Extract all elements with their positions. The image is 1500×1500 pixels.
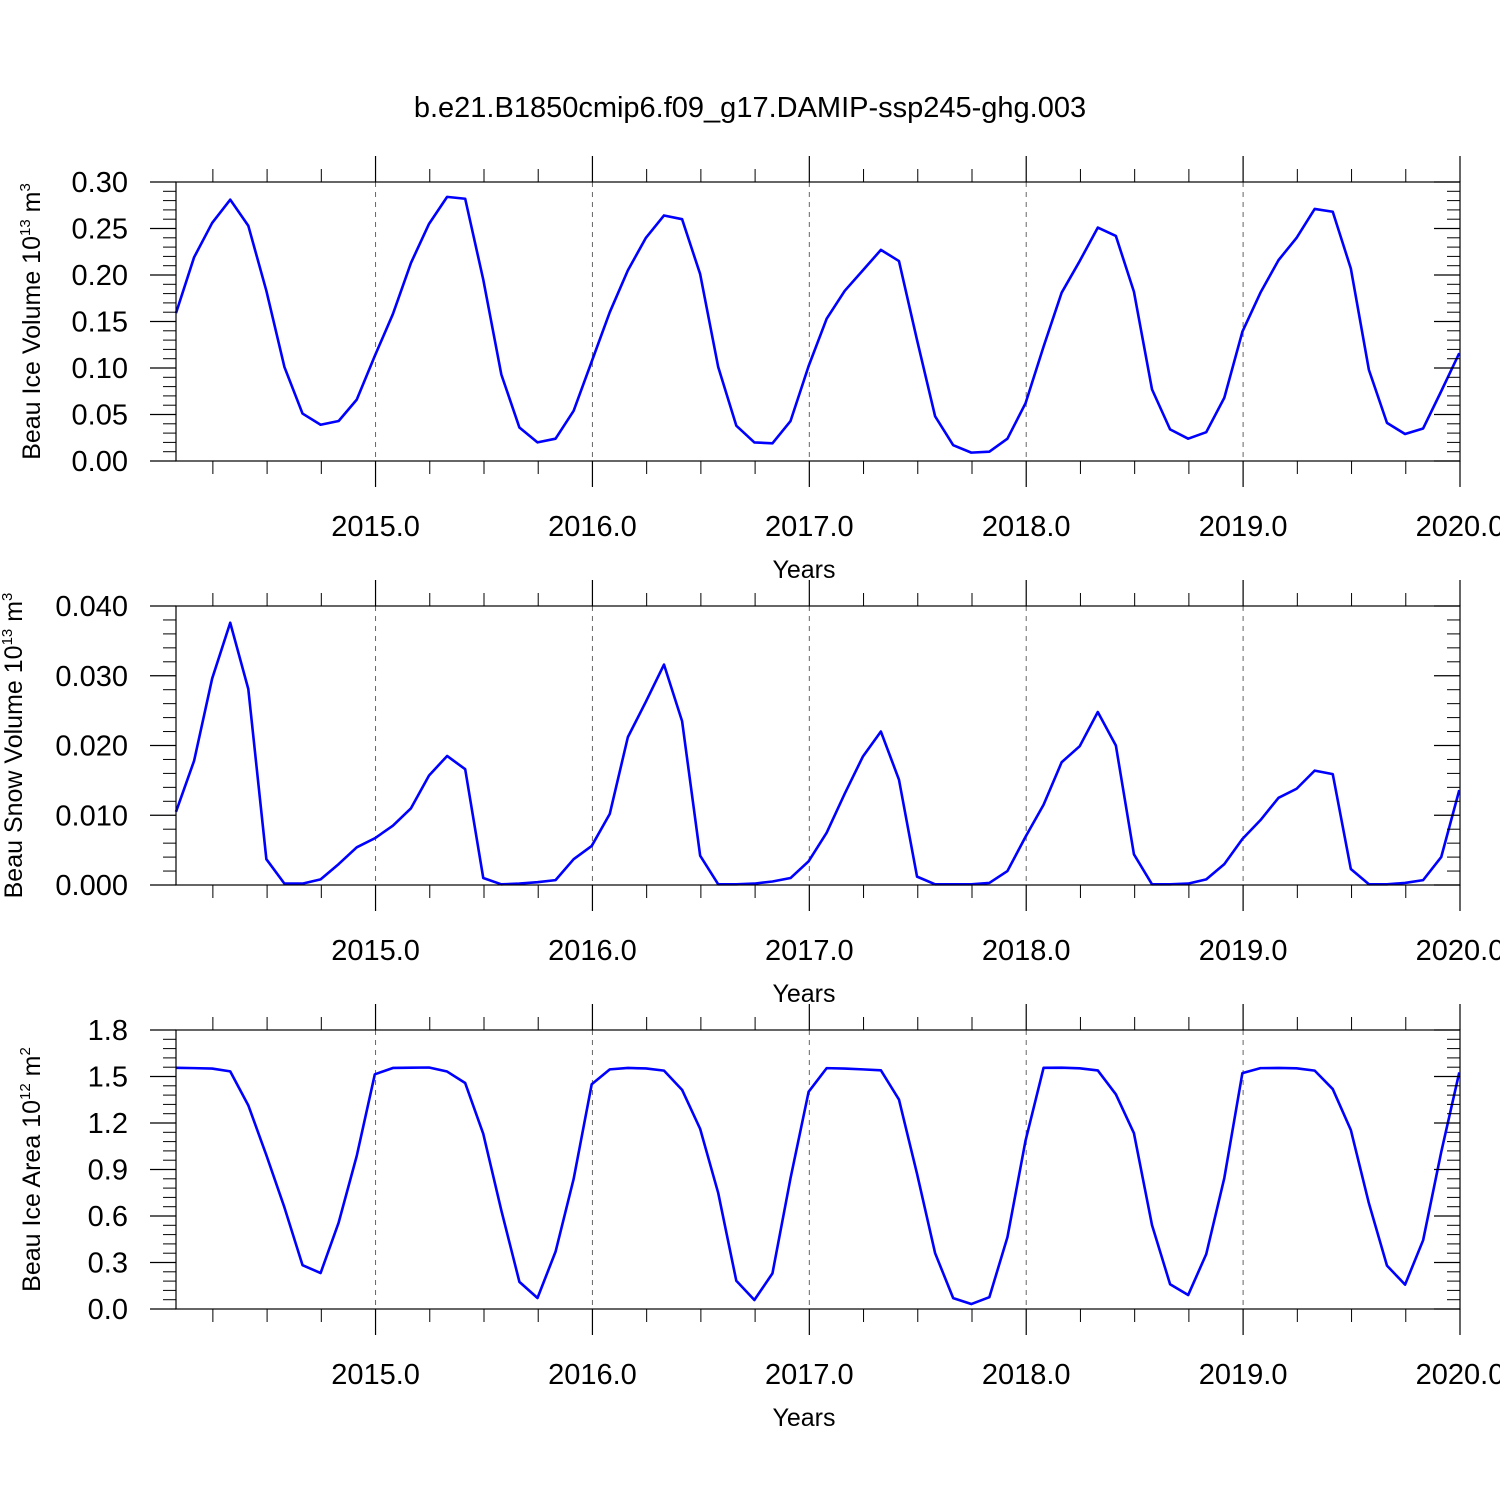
x-tick-label: 2019.0: [1199, 1359, 1288, 1391]
panel-ice-area: 0.0 0.3 0.6 0.9 1.2 1.5 1.8 2015.0 2016.0 2017.0 2…: [17, 1004, 1500, 1432]
y-tick-label: 0.00: [72, 446, 128, 478]
x-tick-label: 2016.0: [548, 511, 637, 543]
x-axis-label: Years: [772, 980, 835, 1008]
panel-snow-volume: 0.000 0.010 0.020 0.030 0.040 2015.0 2016.0 201…: [0, 580, 1500, 1008]
y-tick-label: 0.20: [72, 260, 128, 292]
x-tick-label: 2019.0: [1199, 935, 1288, 967]
y-axis-label: Beau Ice Volume 1013 m3: [17, 183, 46, 460]
y-tick-label: 0.040: [55, 591, 128, 623]
y-tick-label: 0.6: [88, 1201, 128, 1233]
y-axis-label: Beau Snow Volume 1013 m3: [0, 593, 28, 899]
y-tick-label: 0.05: [72, 400, 128, 432]
y-tick-label: 0.30: [72, 167, 128, 199]
y-tick-label: 0.15: [72, 307, 128, 339]
y-tick-label: 1.2: [88, 1108, 128, 1140]
panel-ice-volume: 0.00 0.05 0.10 0.15 0.20 0.25 0.30 2015.0 2016.0…: [17, 156, 1500, 584]
y-tick-label: 0.10: [72, 353, 128, 385]
plot-frame: [175, 1029, 1461, 1310]
x-tick-label: 2020.0: [1416, 511, 1500, 543]
y-tick-label: 1.5: [88, 1062, 128, 1094]
y-tick-label: 0.010: [55, 800, 128, 832]
x-tick-label: 2016.0: [548, 1359, 637, 1391]
x-tick-label: 2017.0: [765, 1359, 854, 1391]
x-tick-label: 2016.0: [548, 935, 637, 967]
x-tick-label: 2019.0: [1199, 511, 1288, 543]
plot-frame: [175, 181, 1461, 462]
x-tick-label: 2018.0: [982, 1359, 1071, 1391]
x-axis-label: Years: [772, 1404, 835, 1432]
y-tick-label: 1.8: [88, 1015, 128, 1047]
x-tick-label: 2017.0: [765, 511, 854, 543]
series-line-ice-area: [175, 1066, 1461, 1306]
x-tick-label: 2015.0: [331, 511, 420, 543]
series-line-snow-volume: [174, 621, 1461, 886]
y-tick-label: 0.000: [55, 870, 128, 902]
plot-frame: [175, 605, 1461, 886]
x-tick-label: 2018.0: [982, 511, 1071, 543]
x-tick-label: 2018.0: [982, 935, 1071, 967]
panels: 0.00 0.05 0.10 0.15 0.20 0.25 0.30 2015.0 2016.0…: [0, 156, 1500, 1432]
figure-title: b.e21.B1850cmip6.f09_g17.DAMIP-ssp245-gh…: [414, 92, 1086, 124]
y-tick-label: 0.020: [55, 731, 128, 763]
series-line-ice-volume: [174, 195, 1461, 454]
y-tick-label: 0.3: [88, 1248, 128, 1280]
x-tick-label: 2020.0: [1416, 935, 1500, 967]
x-axis-label: Years: [772, 556, 835, 584]
y-tick-label: 0.0: [88, 1294, 128, 1326]
y-tick-label: 0.9: [88, 1155, 128, 1187]
x-tick-label: 2017.0: [765, 935, 854, 967]
y-tick-label: 0.030: [55, 661, 128, 693]
y-tick-label: 0.25: [72, 214, 128, 246]
x-tick-label: 2015.0: [331, 935, 420, 967]
x-tick-label: 2020.0: [1416, 1359, 1500, 1391]
y-axis-label: Beau Ice Area 1012 m2: [17, 1047, 46, 1292]
x-tick-label: 2015.0: [331, 1359, 420, 1391]
